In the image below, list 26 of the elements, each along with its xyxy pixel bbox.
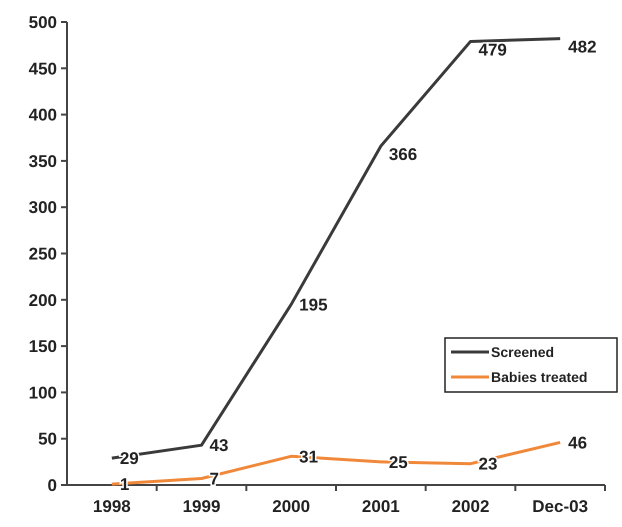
y-tick-label: 150	[28, 337, 57, 356]
legend-label: Babies treated	[491, 368, 588, 385]
data-label: 46	[568, 433, 588, 452]
x-tick-label: 2001	[362, 497, 400, 516]
data-label: 479	[478, 40, 507, 60]
y-tick-label: 450	[28, 59, 57, 78]
y-tick-label: 300	[28, 198, 57, 218]
data-label: 195	[299, 295, 328, 314]
y-tick-label: 400	[28, 106, 57, 125]
x-tick-label: 1998	[92, 497, 131, 516]
y-tick-label: 250	[28, 244, 57, 264]
data-label: 482	[568, 38, 597, 57]
legend-label: Screened	[491, 344, 554, 360]
y-tick-label: 200	[28, 290, 57, 310]
y-tick-label: 500	[28, 12, 57, 32]
data-label: 43	[210, 436, 228, 456]
x-tick-label: 2000	[272, 497, 310, 516]
data-label: 366	[388, 145, 418, 164]
y-tick-label: 350	[28, 152, 57, 171]
x-tick-label: 2002	[452, 497, 490, 516]
y-tick-label: 100	[28, 383, 57, 402]
y-tick-label: 50	[38, 430, 57, 449]
data-label: 23	[478, 454, 498, 474]
x-tick-label: Dec-03	[532, 497, 588, 516]
y-tick-label: 0	[48, 476, 57, 495]
x-tick-label: 1999	[182, 497, 220, 516]
